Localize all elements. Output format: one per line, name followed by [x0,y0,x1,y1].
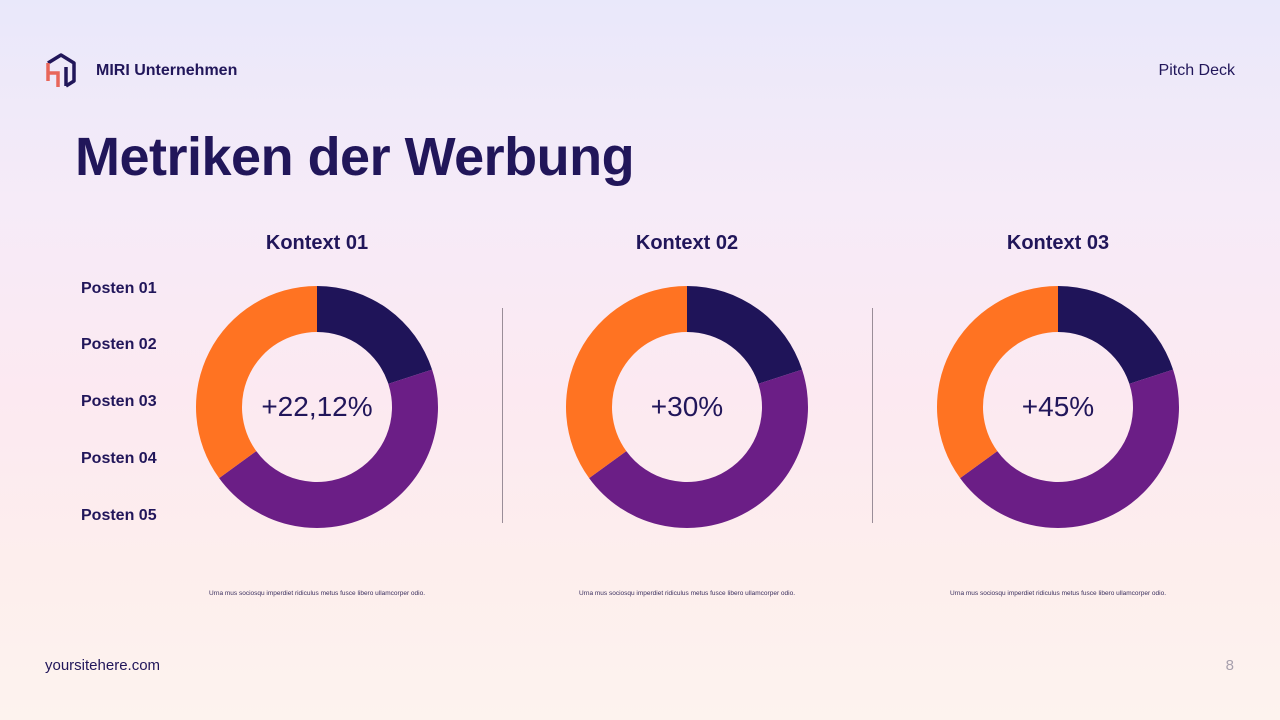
page-title: Metriken der Werbung [75,127,635,187]
donut-slice [589,369,808,528]
divider [872,308,873,523]
company-logo-icon [46,53,76,88]
chart-caption: Urna mus sociosqu imperdiet ridiculus me… [949,590,1167,597]
legend-item: Posten 05 [81,507,157,524]
donut-slice [1058,286,1174,384]
legend-item: Posten 04 [81,450,157,467]
chart-title: Kontext 03 [1006,232,1110,254]
donut-slice [566,286,687,479]
donut-slice [219,369,438,528]
donut-slice [196,286,317,479]
chart-title: Kontext 01 [265,232,369,254]
brand-name: MIRI Unternehmen [96,62,238,79]
website-link[interactable]: yoursitehere.com [45,657,161,674]
donut-slice [687,286,803,384]
page-number: 8 [1225,657,1234,674]
chart-center-label: +22,12% [261,391,373,422]
divider [502,308,503,523]
chart-center-label: +45% [1021,391,1095,422]
chart-caption: Urna mus sociosqu imperdiet ridiculus me… [578,590,796,597]
chart-title: Kontext 02 [635,232,739,254]
chart-caption: Urna mus sociosqu imperdiet ridiculus me… [208,590,426,597]
legend-item: Posten 01 [81,280,157,297]
legend-item: Posten 03 [81,393,157,410]
legend-item: Posten 02 [81,336,157,353]
donut-slice [317,286,433,384]
deck-label: Pitch Deck [1158,62,1235,79]
donut-slice [960,369,1179,529]
donut-slice [936,286,1058,479]
chart-center-label: +30% [650,391,724,422]
